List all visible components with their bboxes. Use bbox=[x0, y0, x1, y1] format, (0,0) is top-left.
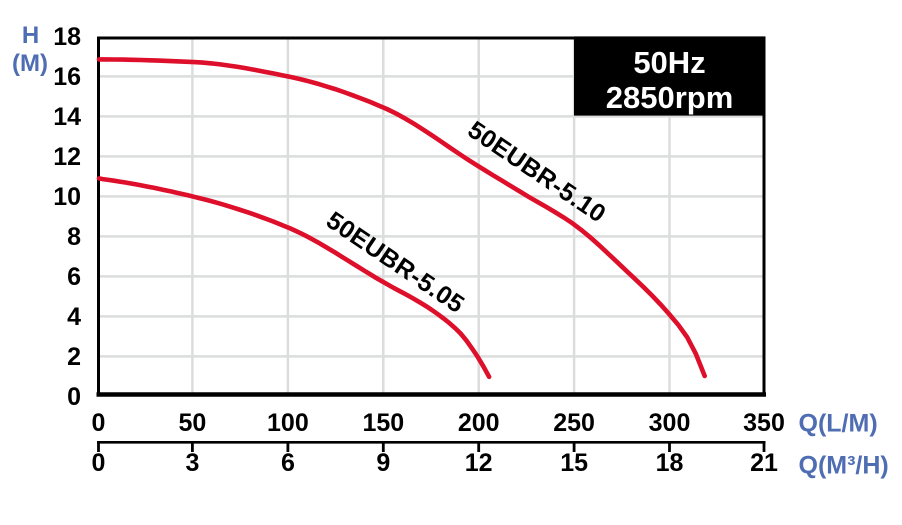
svg-text:18: 18 bbox=[656, 449, 684, 477]
svg-text:100: 100 bbox=[267, 409, 309, 437]
svg-text:3: 3 bbox=[185, 449, 199, 477]
svg-text:300: 300 bbox=[649, 409, 691, 437]
svg-text:0: 0 bbox=[92, 449, 106, 477]
svg-text:10: 10 bbox=[53, 183, 81, 211]
svg-text:150: 150 bbox=[362, 409, 404, 437]
svg-text:50: 50 bbox=[178, 409, 206, 437]
svg-text:2: 2 bbox=[67, 343, 81, 371]
svg-text:350: 350 bbox=[743, 409, 785, 437]
svg-text:12: 12 bbox=[53, 143, 81, 171]
svg-text:(M): (M) bbox=[12, 50, 48, 77]
svg-text:18: 18 bbox=[53, 23, 81, 51]
svg-text:6: 6 bbox=[67, 263, 81, 291]
svg-text:Q(L/M): Q(L/M) bbox=[799, 410, 878, 438]
svg-text:0: 0 bbox=[67, 383, 81, 411]
svg-text:200: 200 bbox=[458, 409, 500, 437]
svg-text:H: H bbox=[22, 22, 39, 49]
svg-text:Q(M³/H): Q(M³/H) bbox=[799, 452, 889, 480]
svg-text:250: 250 bbox=[553, 409, 595, 437]
svg-text:14: 14 bbox=[53, 103, 81, 131]
svg-text:15: 15 bbox=[560, 449, 588, 477]
svg-text:4: 4 bbox=[67, 303, 81, 331]
svg-text:21: 21 bbox=[750, 449, 778, 477]
svg-text:0: 0 bbox=[92, 409, 106, 437]
svg-text:9: 9 bbox=[376, 449, 390, 477]
svg-text:6: 6 bbox=[281, 449, 295, 477]
svg-text:2850rpm: 2850rpm bbox=[606, 80, 734, 115]
svg-text:8: 8 bbox=[67, 223, 81, 251]
svg-text:50Hz: 50Hz bbox=[633, 45, 705, 80]
svg-text:16: 16 bbox=[53, 63, 81, 91]
svg-text:12: 12 bbox=[465, 449, 493, 477]
